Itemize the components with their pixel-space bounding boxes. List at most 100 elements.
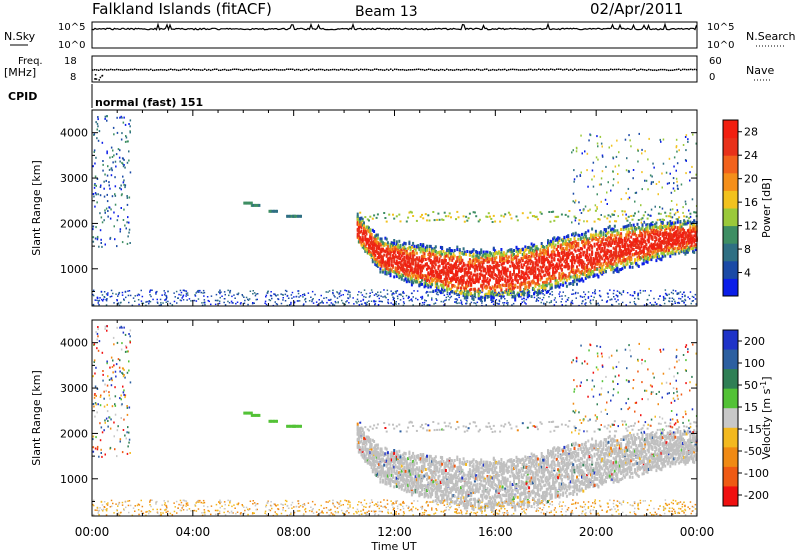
power-cell <box>518 293 520 297</box>
freq-point <box>438 69 440 72</box>
power-cell <box>524 261 527 264</box>
power-cell <box>363 295 365 298</box>
freq-point <box>502 68 504 71</box>
power-cell <box>637 243 640 247</box>
power-cell <box>608 255 611 259</box>
power-cell <box>611 227 614 231</box>
power-cell <box>669 224 672 228</box>
power-cell <box>403 278 406 282</box>
power-cell <box>344 289 346 292</box>
power-cell <box>471 279 474 283</box>
power-cell <box>659 218 662 221</box>
power-cell <box>515 250 518 253</box>
power-cell <box>495 250 498 254</box>
power-cell <box>689 227 692 231</box>
power-cell <box>670 238 673 242</box>
power-cell <box>693 234 696 238</box>
power-cell <box>599 230 602 234</box>
power-cell <box>467 268 470 272</box>
power-cell <box>441 283 444 287</box>
power-cell <box>534 291 536 294</box>
power-cell <box>403 241 406 245</box>
freq-point <box>256 68 258 71</box>
power-cell <box>521 259 524 263</box>
power-cell <box>486 269 489 273</box>
power-cell <box>574 240 577 244</box>
power-cell <box>368 238 370 242</box>
power-cell <box>163 294 166 296</box>
power-cell <box>675 249 678 253</box>
power-cell <box>395 259 398 263</box>
power-cell <box>674 221 677 225</box>
power-cell <box>509 213 512 216</box>
power-cell <box>455 280 457 284</box>
power-cell <box>664 232 667 236</box>
power-cell <box>465 271 468 275</box>
power-cell <box>641 227 644 231</box>
power-cell <box>555 280 558 284</box>
power-cell <box>565 300 567 303</box>
power-cell <box>578 274 581 278</box>
power-cell <box>605 270 607 274</box>
power-cell <box>679 243 682 247</box>
power-cell <box>502 259 505 263</box>
power-cell <box>419 272 422 276</box>
power-cell <box>541 299 544 301</box>
power-cell <box>482 279 485 283</box>
power-cell <box>528 251 531 255</box>
power-cell <box>429 276 432 280</box>
power-cell <box>622 290 625 292</box>
power-cell <box>373 257 376 261</box>
freq-point <box>418 68 420 71</box>
power-cell <box>402 297 405 300</box>
power-cell <box>554 253 557 257</box>
power-cell <box>625 225 628 229</box>
power-cell <box>484 275 486 279</box>
power-cell <box>568 241 571 245</box>
power-cell <box>494 220 497 223</box>
power-cell <box>689 236 692 240</box>
power-cell <box>407 264 410 268</box>
freq-point <box>372 69 374 71</box>
freq-point <box>402 68 404 71</box>
power-cell <box>574 231 577 235</box>
power-cell <box>587 297 590 299</box>
power-cell <box>409 262 412 266</box>
power-cell <box>480 297 482 299</box>
power-cell <box>583 270 586 274</box>
power-cell <box>569 259 572 263</box>
power-cell <box>618 234 621 238</box>
power-cell <box>571 299 573 302</box>
power-cell <box>519 288 522 292</box>
power-cell <box>427 274 430 278</box>
power-cell <box>568 266 571 270</box>
freq-point <box>268 69 270 71</box>
power-cell <box>402 252 405 256</box>
power-cell <box>489 215 491 218</box>
power-cell <box>492 276 495 280</box>
power-cell <box>375 247 378 251</box>
freq-point <box>470 69 472 71</box>
power-cell <box>366 241 369 245</box>
power-cell <box>395 215 398 218</box>
power-cell <box>540 255 543 259</box>
power-cell <box>370 238 373 242</box>
power-cell <box>121 291 124 294</box>
power-cell <box>381 268 384 272</box>
power-cell <box>685 231 688 235</box>
freq-point <box>652 69 654 71</box>
power-cell <box>453 291 456 295</box>
power-cell <box>617 239 620 243</box>
power-cell <box>203 299 206 301</box>
power-cell <box>558 276 561 280</box>
freq-point <box>278 69 280 71</box>
power-cell <box>392 296 394 298</box>
power-cell <box>511 297 513 299</box>
power-cell <box>654 223 657 227</box>
power-cell <box>453 254 456 258</box>
power-cell <box>447 269 450 273</box>
power-cell <box>410 268 413 272</box>
power-cell <box>607 257 610 261</box>
power-cell <box>422 254 425 258</box>
power-cell <box>582 236 585 240</box>
